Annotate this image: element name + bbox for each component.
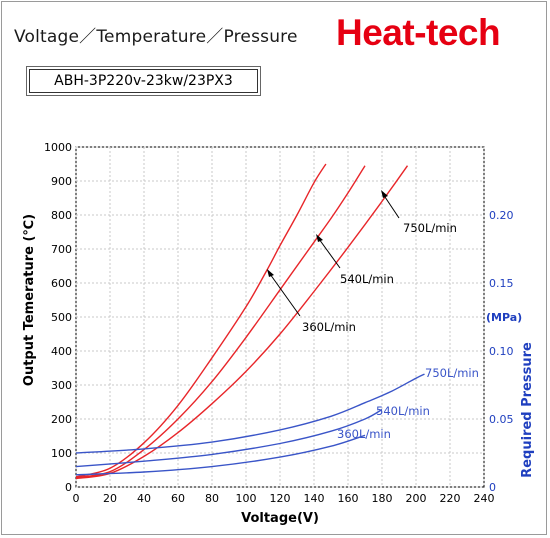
x-tick-160: 160 bbox=[338, 492, 359, 505]
series-lines bbox=[75, 163, 425, 480]
y2-tick-0.10: 0.10 bbox=[489, 345, 514, 358]
temperature-line-360 bbox=[75, 163, 327, 478]
anno-temp-540: 540L/min bbox=[340, 272, 394, 286]
y-tick-0: 0 bbox=[65, 481, 72, 494]
anno-temp-360: 360L/min bbox=[302, 320, 356, 334]
pressure-line-750 bbox=[75, 373, 425, 454]
y-tick-900: 900 bbox=[51, 175, 72, 188]
anno-pres-750: 750L/min bbox=[425, 366, 479, 380]
chart-title: Voltage／Temperature／Pressure bbox=[14, 27, 298, 47]
y2-tick-0: 0 bbox=[489, 481, 496, 494]
anno-temp-750: 750L/min bbox=[403, 221, 457, 235]
anno-pres-360: 360L/min bbox=[337, 427, 391, 441]
y-tick-labels: 0 100 200 300 400 500 600 700 800 900 1000 bbox=[44, 141, 72, 494]
pressure-line-360 bbox=[75, 434, 366, 476]
y2-tick-labels: 0 0.05 0.10 0.15 0.20 bbox=[489, 209, 514, 494]
anno-pres-540: 540L/min bbox=[376, 404, 430, 418]
x-tick-240: 240 bbox=[474, 492, 495, 505]
x-axis-label: Voltage(V) bbox=[241, 511, 319, 526]
y-tick-200: 200 bbox=[51, 413, 72, 426]
grid-lines bbox=[75, 146, 485, 488]
x-tick-20: 20 bbox=[103, 492, 117, 505]
y2-unit-label: (MPa) bbox=[486, 311, 522, 324]
y2-tick-0.05: 0.05 bbox=[489, 413, 514, 426]
x-tick-220: 220 bbox=[440, 492, 461, 505]
x-tick-80: 80 bbox=[205, 492, 219, 505]
x-tick-200: 200 bbox=[406, 492, 427, 505]
arrowhead-750 bbox=[381, 190, 388, 198]
x-tick-140: 140 bbox=[304, 492, 325, 505]
annotations: 750L/min 540L/min 360L/min 750L/min 540L… bbox=[267, 190, 479, 441]
arrow-540 bbox=[318, 238, 341, 269]
arrowhead-360 bbox=[267, 269, 274, 277]
y2-tick-0.15: 0.15 bbox=[489, 277, 514, 290]
y2-tick-0.20: 0.20 bbox=[489, 209, 514, 222]
x-tick-0: 0 bbox=[73, 492, 80, 505]
y-tick-100: 100 bbox=[51, 447, 72, 460]
x-tick-60: 60 bbox=[171, 492, 185, 505]
y-tick-800: 800 bbox=[51, 209, 72, 222]
x-tick-labels: 0 20 40 60 80 100 120 140 160 180 200 220 240 bbox=[73, 492, 495, 505]
brand-logo-text: Heat-tech bbox=[336, 12, 501, 53]
y-tick-1000: 1000 bbox=[44, 141, 72, 154]
temperature-line-540 bbox=[75, 165, 366, 479]
y-tick-700: 700 bbox=[51, 243, 72, 256]
y-tick-500: 500 bbox=[51, 311, 72, 324]
y-tick-400: 400 bbox=[51, 345, 72, 358]
y-tick-600: 600 bbox=[51, 277, 72, 290]
x-tick-180: 180 bbox=[372, 492, 393, 505]
model-label: ABH-3P220v-23kw/23PX3 bbox=[29, 69, 258, 93]
pressure-line-540 bbox=[75, 408, 383, 468]
y-axis-label: Output Temerature (℃) bbox=[22, 214, 37, 386]
arrow-360 bbox=[269, 273, 301, 317]
x-tick-120: 120 bbox=[270, 492, 291, 505]
y-tick-300: 300 bbox=[51, 379, 72, 392]
arrow-750 bbox=[382, 193, 400, 219]
arrowhead-540 bbox=[316, 234, 323, 242]
x-tick-40: 40 bbox=[137, 492, 151, 505]
y2-axis-label: Required Pressure bbox=[520, 342, 535, 478]
x-tick-100: 100 bbox=[236, 492, 257, 505]
